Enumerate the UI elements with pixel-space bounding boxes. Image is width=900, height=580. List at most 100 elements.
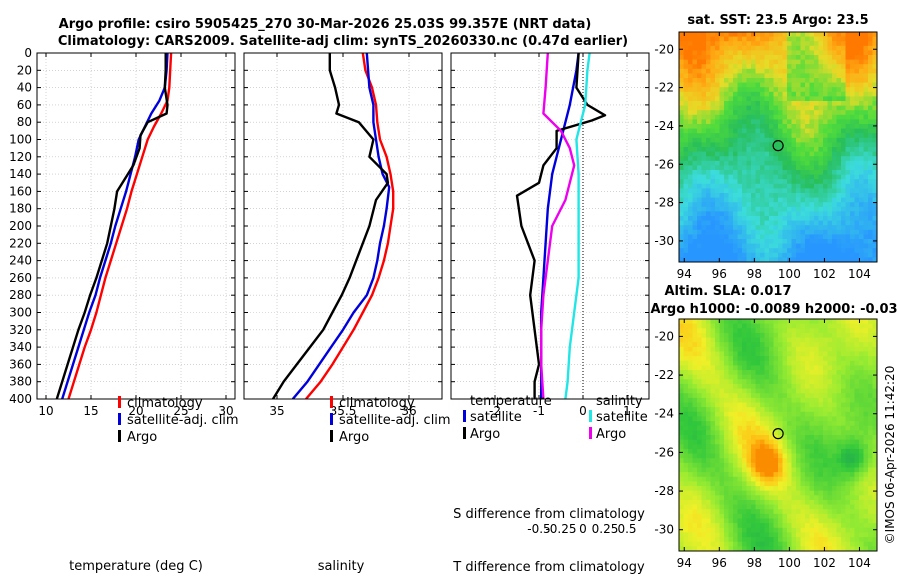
heatmap-cell (697, 142, 703, 148)
heatmap-cell (841, 179, 847, 185)
heatmap-cell (800, 416, 806, 422)
heatmap-cell (755, 444, 761, 450)
heatmap-cell (737, 202, 743, 208)
heatmap-cell (836, 402, 842, 408)
heatmap-cell (683, 407, 689, 413)
heatmap-cell (755, 128, 761, 134)
heatmap-cell (796, 383, 802, 390)
heatmap-cell (841, 383, 847, 390)
heatmap-cell (809, 68, 815, 74)
heatmap-cell (809, 243, 815, 249)
heatmap-cell (818, 346, 824, 353)
heatmap-cell (733, 50, 739, 56)
heatmap-cell (827, 142, 833, 148)
heatmap-cell (715, 472, 721, 478)
heatmap-cell (719, 32, 725, 38)
heatmap-cell (827, 365, 833, 371)
heatmap-cell (814, 220, 820, 226)
heatmap-cell (769, 490, 775, 496)
heatmap-cell (755, 197, 761, 203)
heatmap-cell (719, 64, 725, 70)
heatmap-cell (728, 435, 734, 441)
heatmap-cell (809, 537, 815, 543)
heatmap-cell (737, 147, 743, 153)
heatmap-cell (760, 509, 766, 515)
heatmap-cell (737, 472, 743, 478)
heatmap-cell (724, 439, 730, 445)
heatmap-cell (827, 351, 833, 357)
heatmap-cell (872, 50, 877, 56)
heatmap-cell (706, 365, 712, 371)
y-tick-label: -22 (654, 368, 674, 382)
heatmap-cell (872, 518, 877, 524)
heatmap-cell (796, 388, 802, 394)
heatmap-cell (769, 430, 775, 436)
heatmap-cell (697, 183, 703, 189)
heatmap-cell (688, 388, 694, 394)
heatmap-cell (791, 50, 797, 56)
heatmap-cell (679, 36, 685, 42)
heatmap-cell (773, 370, 779, 376)
heatmap-cell (841, 504, 847, 510)
heatmap-cell (728, 337, 734, 343)
heatmap-cell (782, 234, 788, 240)
heatmap-cell (683, 252, 689, 258)
heatmap-cell (854, 486, 860, 492)
heatmap-cell (683, 36, 689, 42)
heatmap-cell (715, 82, 721, 88)
heatmap-cell (742, 337, 748, 343)
heatmap-cell (773, 128, 779, 134)
heatmap-cell (755, 229, 761, 235)
heatmap-cell (701, 64, 707, 70)
heatmap-cell (850, 257, 856, 262)
heatmap-cell (827, 504, 833, 510)
heatmap-cell (710, 101, 716, 107)
heatmap-cell (836, 397, 842, 404)
heatmap-cell (805, 509, 811, 515)
heatmap-cell (872, 435, 877, 441)
heatmap-cell (863, 156, 869, 162)
heatmap-cell (692, 356, 698, 362)
heatmap-cell (827, 68, 833, 74)
heatmap-cell (755, 332, 761, 339)
heatmap-cell (841, 147, 847, 153)
heatmap-cell (841, 156, 847, 162)
heatmap-cell (751, 216, 757, 222)
heatmap-cell (814, 133, 820, 139)
heatmap-cell (746, 119, 752, 125)
x-tick-label: 1 (623, 404, 631, 418)
heatmap-cell (872, 444, 877, 450)
heatmap-cell (764, 174, 770, 180)
heatmap-cell (746, 174, 752, 180)
heatmap-cell (778, 183, 784, 189)
heatmap-cell (863, 110, 869, 116)
heatmap-cell (737, 239, 743, 245)
heatmap-cell (733, 379, 739, 385)
heatmap-cell (796, 41, 802, 47)
y-tick-label: -20 (654, 42, 674, 56)
heatmap-cell (800, 248, 806, 254)
heatmap-cell (688, 481, 694, 487)
heatmap-cell (719, 45, 725, 51)
heatmap-cell (832, 444, 838, 450)
heatmap-cell (728, 527, 734, 534)
heatmap-cell (787, 490, 793, 496)
y-tick-label: 140 (9, 167, 32, 181)
heatmap-cell (823, 407, 829, 413)
heatmap-cell (697, 252, 703, 258)
heatmap-cell (809, 220, 815, 226)
heatmap-cell (746, 105, 752, 111)
heatmap-cell (760, 59, 766, 65)
heatmap-cell (791, 78, 797, 84)
heatmap-cell (827, 257, 833, 262)
heatmap-cell (688, 499, 694, 506)
heatmap-cell (688, 234, 694, 240)
heatmap-cell (854, 472, 860, 478)
heatmap-cell (814, 179, 820, 185)
heatmap-cell (787, 486, 793, 492)
heatmap-cell (706, 332, 712, 339)
heatmap-cell (805, 137, 811, 143)
heatmap-cell (728, 170, 734, 176)
heatmap-cell (805, 50, 811, 56)
heatmap-cell (773, 421, 779, 427)
